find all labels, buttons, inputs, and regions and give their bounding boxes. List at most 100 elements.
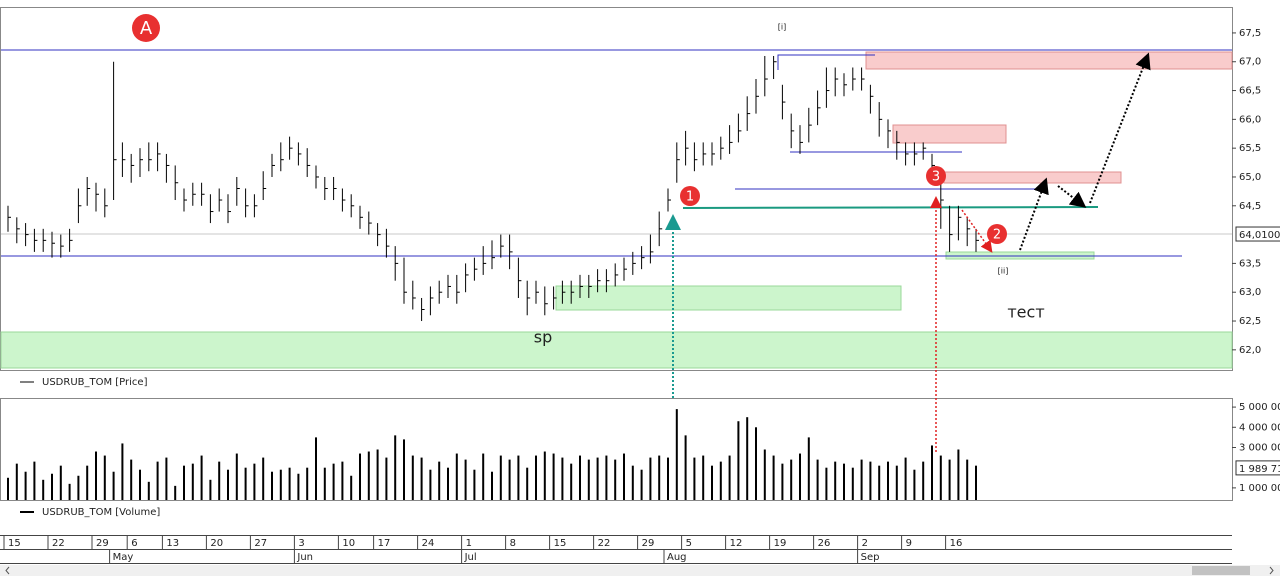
volume-bar [834,461,837,500]
y-tick-label: 62,0 [1239,345,1261,356]
x-tick-label: 9 [906,538,912,549]
month-label: May [113,552,134,563]
last-value-tag [1235,460,1280,476]
volume-bar [438,461,441,500]
volume-bar [895,465,898,500]
volume-bar [403,439,405,500]
volume-bar [253,463,256,500]
x-tick-label: 3 [298,538,304,549]
volume-bar [455,453,458,500]
volume-bar [42,479,45,500]
volume-bar [957,449,960,500]
scroll-left[interactable] [5,566,10,575]
arrow [1057,185,1087,208]
volume-bar [807,437,810,500]
volume-bar [447,467,449,500]
volume-bar [543,451,546,500]
volume-bar [464,459,467,500]
volume-bar [825,467,828,500]
volume-bar [772,455,775,500]
volume-bar [7,477,9,500]
volume-bar [279,469,282,500]
x-tick-label: 8 [510,538,516,549]
resistance-zone [892,124,1007,144]
badge-text: 2 [993,228,1001,243]
volume-bar [667,457,669,500]
resistance-zone [865,51,1233,70]
y-tick-label: 67,0 [1239,57,1261,68]
volume-bar [904,457,907,500]
volume-bar [112,471,115,500]
x-tick-label: 29 [96,538,109,549]
x-tick-label: 27 [254,538,267,549]
label-badge [926,166,946,186]
label-badge [680,186,700,206]
y-tick-label: 66,5 [1239,86,1261,97]
legend-label: USDRUB_TOM [Price] [42,377,148,388]
volume-bar [262,457,265,500]
volume-bar [737,421,740,500]
volume-bar [77,475,80,500]
volume-bar [561,457,564,500]
volume-bar [975,465,977,500]
volume-bar [499,455,502,500]
x-tick-label: 13 [166,538,179,549]
volume-bar [297,473,300,500]
volume-bar [174,485,177,500]
volume-bar [359,453,361,500]
volume-bar [535,455,537,500]
volume-bar [306,467,309,500]
volume-bar [411,455,414,500]
volume-bar [350,475,353,500]
volume-bar [15,463,18,500]
volume-bar [702,455,705,500]
wave-label: [i] [778,23,786,32]
y-tick-label: 1 000 000 [1239,483,1280,494]
month-label: Jun [296,552,313,563]
support-zone [0,331,1233,369]
label-badge [987,224,1007,244]
y-tick-label: 62,5 [1239,316,1261,327]
volume-bar [218,461,221,500]
volume-bar [843,463,845,500]
volume-bar [649,457,652,500]
volume-bar [191,463,194,500]
volume-bar [623,453,625,500]
volume-bar [658,455,661,500]
y-tick-label: 63,0 [1239,287,1261,298]
volume-bar [878,465,881,500]
arrow [1019,177,1049,251]
label-badge [132,14,160,42]
volume-bar [869,461,872,500]
volume-bar [640,469,643,500]
volume-bar [552,453,555,500]
scroll-right[interactable] [1269,566,1274,575]
volume-bar [482,453,485,500]
y-tick-label: 3 000 000 [1239,442,1280,453]
scrollbar[interactable] [0,565,1280,576]
volume-bar [121,443,124,500]
last-value-label: 1 989 71 [1239,464,1280,475]
volume-bar [887,461,889,500]
volume-bar [913,469,916,500]
volume-bar [420,457,423,500]
x-tick-label: 10 [342,538,355,549]
volume-bar [799,453,801,500]
x-tick-label: 15 [8,538,21,549]
x-tick-label: 29 [642,538,655,549]
volume-bar [394,435,397,500]
scrollbar-thumb[interactable] [1192,566,1250,575]
volume-bar [95,451,97,500]
volume-bar [851,467,854,500]
badge-text: A [140,18,153,39]
volume-bar [526,467,529,500]
volume-bar [244,467,247,500]
resistance-zone [943,171,1122,184]
volume-bar [332,463,335,500]
x-tick-label: 26 [818,538,831,549]
wave-label: [ii] [998,267,1009,276]
volume-bar [376,449,379,500]
x-tick-label: 15 [554,538,567,549]
volume-panel [0,398,1233,501]
annotation: тест [1007,303,1044,322]
